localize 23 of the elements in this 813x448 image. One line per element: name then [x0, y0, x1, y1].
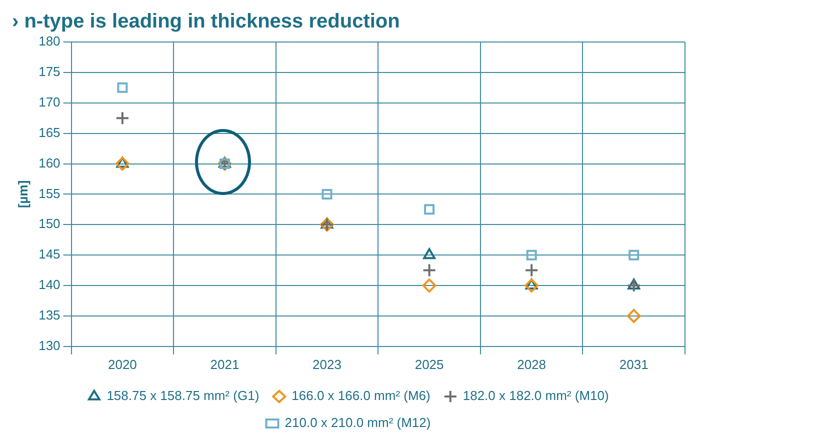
- chart-title: › n-type is leading in thickness reduction: [12, 10, 400, 33]
- y-tick-label: 155: [38, 186, 60, 201]
- y-tick-label: 140: [38, 277, 60, 292]
- y-tick-label: 150: [38, 216, 60, 232]
- y-tick-label: 135: [38, 308, 60, 323]
- y-tick-label: 175: [38, 64, 60, 80]
- x-tick-label: 2028: [517, 356, 546, 372]
- y-axis-title: [µm]: [15, 180, 30, 208]
- x-tick-label: 2025: [414, 356, 444, 372]
- x-tick-label: 2031: [619, 356, 648, 372]
- legend-label: 166.0 x 166.0 mm² (M6): [292, 388, 430, 404]
- x-tick-label: 2023: [312, 356, 342, 372]
- y-tick-label: 180: [38, 34, 60, 49]
- y-tick-label: 160: [38, 155, 60, 170]
- x-tick-label: 2021: [210, 356, 240, 372]
- legend-label: 210.0 x 210.0 mm² (M12): [284, 415, 431, 430]
- y-tick-label: 145: [38, 246, 60, 262]
- legend-label: 158.75 x 158.75 mm² (G1): [106, 388, 260, 404]
- y-tick-label: 170: [38, 94, 60, 110]
- y-tick-label: 130: [38, 338, 60, 353]
- x-tick-label: 2020: [108, 356, 137, 372]
- y-tick-label: 165: [38, 124, 60, 140]
- legend-label: 182.0 x 182.0 mm² (M10): [462, 388, 609, 404]
